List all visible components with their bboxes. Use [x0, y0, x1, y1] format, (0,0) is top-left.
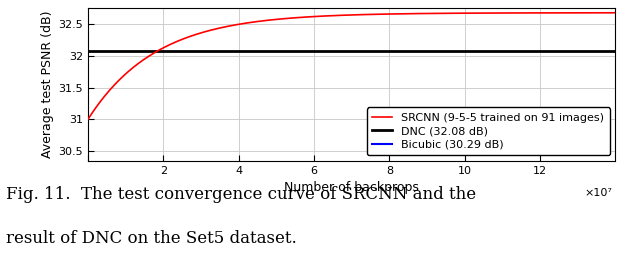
Text: result of DNC on the Set5 dataset.: result of DNC on the Set5 dataset.	[6, 230, 297, 247]
Text: ×10⁷: ×10⁷	[585, 188, 612, 198]
Text: Fig. 11.  The test convergence curve of SRCNN and the: Fig. 11. The test convergence curve of S…	[6, 186, 477, 202]
Legend: SRCNN (9-5-5 trained on 91 images), DNC (32.08 dB), Bicubic (30.29 dB): SRCNN (9-5-5 trained on 91 images), DNC …	[367, 107, 610, 155]
X-axis label: Number of backprops: Number of backprops	[284, 181, 419, 194]
Y-axis label: Average test PSNR (dB): Average test PSNR (dB)	[41, 11, 54, 158]
